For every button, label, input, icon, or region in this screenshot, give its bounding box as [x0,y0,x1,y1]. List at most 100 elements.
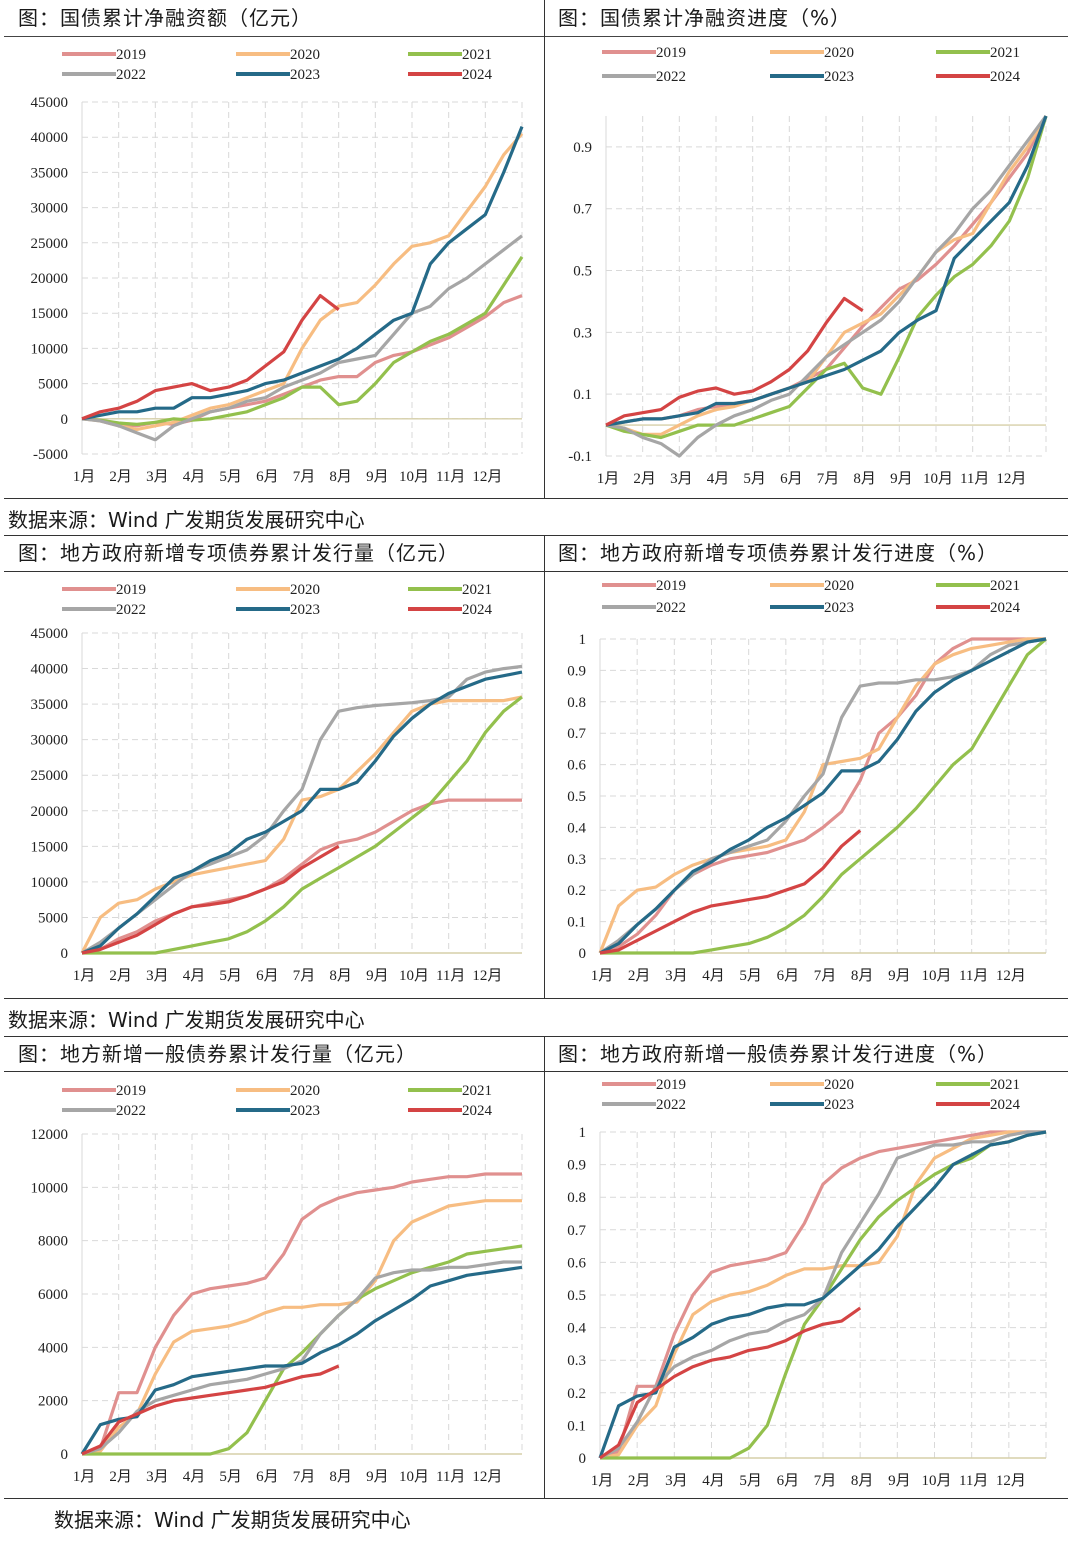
x-tick-label: 1月 [591,1473,614,1489]
y-tick-label: 30000 [31,201,69,217]
x-tick-label: 10月 [921,968,951,984]
legend-label-2020: 2020 [824,45,854,61]
x-tick-label: 9月 [888,968,911,984]
chart-svg: -5000 0 5000 10000 15000 20000 25000 30000 35000… [31,47,524,485]
x-tick-label: 9月 [366,968,389,984]
y-tick-label: 0.9 [573,140,592,156]
series-line-2020 [80,695,523,954]
x-tick-label: 10月 [923,471,953,487]
legend-label-2021: 2021 [990,578,1020,594]
y-tick-label: 0.7 [567,726,586,742]
chart-panel-4: 图：地方政府新增专项债券累计发行进度（%） 0 0.1 0.2 0.3 0.4 0.5 0.… [544,535,1068,998]
x-tick-label: 11月 [959,968,988,984]
legend-label-2021: 2021 [990,1077,1020,1093]
chart-svg: 0 5000 10000 15000 20000 25000 30000 35000 40000… [31,582,523,984]
legend-label-2020: 2020 [824,1077,854,1093]
x-tick-label: 4月 [702,968,725,984]
x-tick-label: 3月 [670,471,693,487]
chart-panel-5: 图：地方新增一般债券累计发行量（亿元） 0 2000 4000 6000 8000 100… [4,1036,544,1498]
series-line-2023 [599,637,1047,955]
x-tick-label: 4月 [183,968,206,984]
legend-label-2019: 2019 [656,1077,686,1093]
chart-panel-6: 图：地方政府新增一般债券累计发行进度（%） 0 0.1 0.2 0.3 0.4 0.5 0.… [544,1036,1068,1498]
y-tick-label: 0 [579,946,587,962]
series-line-2021 [605,115,1048,440]
series-line-2023 [605,115,1048,427]
legend-label-2022: 2022 [116,602,146,618]
legend-label-2019: 2019 [656,578,686,594]
x-tick-label: 3月 [146,469,169,485]
x-tick-label: 11月 [436,469,465,485]
legend-label-2024: 2024 [462,602,493,618]
y-tick-label: 0.7 [567,1223,586,1239]
y-tick-label: 0.2 [567,883,586,899]
y-tick-label: 2000 [38,1394,68,1410]
x-tick-label: 5月 [219,1469,242,1485]
legend-label-2019: 2019 [116,1083,146,1099]
x-tick-label: 9月 [366,469,389,485]
y-tick-label: 0.3 [567,852,586,868]
x-tick-label: 6月 [777,968,800,984]
x-tick-label: 5月 [739,968,762,984]
y-tick-label: 0.5 [573,264,592,280]
y-tick-label: 30000 [31,733,69,749]
x-tick-label: 8月 [329,469,352,485]
series-line-2021 [81,256,524,426]
legend-label-2021: 2021 [990,45,1020,61]
top-border [4,36,1068,37]
y-tick-label: 8000 [38,1234,68,1250]
chart-title: 图：国债累计净融资额（亿元） [18,6,312,30]
x-tick-label: 1月 [73,469,96,485]
x-tick-label: 10月 [399,469,429,485]
border-row2-top [4,535,1068,536]
x-tick-label: 8月 [853,471,876,487]
legend-label-2021: 2021 [462,47,492,63]
y-tick-label: 0.2 [567,1386,586,1402]
x-tick-label: 11月 [436,968,465,984]
y-tick-label: 0.9 [567,663,586,679]
x-tick-label: 6月 [777,1473,800,1489]
legend-label-2022: 2022 [116,1103,146,1119]
series-line-2021 [82,1244,523,1456]
x-tick-label: 4月 [183,469,206,485]
chart-title: 图：地方政府新增专项债券累计发行进度（%） [558,541,999,565]
x-tick-label: 8月 [851,1473,874,1489]
y-tick-label: 20000 [31,271,69,287]
x-tick-label: 8月 [329,968,352,984]
x-tick-label: 11月 [960,471,989,487]
x-tick-label: 1月 [591,968,614,984]
legend-label-2022: 2022 [116,67,146,83]
series-line-2022 [81,234,523,442]
series-line-2023 [598,1130,1047,1459]
y-tick-label: 10000 [31,1180,69,1196]
x-tick-label: 3月 [146,1469,169,1485]
border-row2-bottom [4,998,1068,999]
x-tick-label: 5月 [219,469,242,485]
series-line-2022 [81,664,523,955]
y-tick-label: 1 [579,1125,587,1141]
legend-label-2020: 2020 [290,582,320,598]
series-line-2019 [81,1172,522,1456]
x-tick-label: 11月 [436,1469,465,1485]
legend-label-2019: 2019 [116,582,146,598]
chart-svg: -0.1 0.1 0.3 0.5 0.7 0.9 1月 2月 3月 4月 5月 6月 7月 8月 9月 10月… [568,45,1048,487]
series-line-2023 [80,1265,523,1455]
legend-label-2023: 2023 [824,1097,854,1113]
source-note: 数据来源：Wind 广发期货发展研究中心 [8,508,365,532]
legend-label-2021: 2021 [462,1083,492,1099]
legend-label-2022: 2022 [656,1097,686,1113]
border-row1-bottom [4,498,1068,499]
x-tick-label: 6月 [256,1469,279,1485]
y-tick-label: 1 [579,632,587,648]
y-tick-label: 15000 [31,306,69,322]
source-note: 数据来源：Wind 广发期货发展研究中心 [54,1508,411,1532]
legend-label-2020: 2020 [290,47,320,63]
legend-label-2024: 2024 [462,1103,493,1119]
y-tick-label: 0.5 [567,1288,586,1304]
series-line-2024 [81,1364,340,1456]
y-tick-label: -5000 [33,447,68,463]
y-tick-label: 0.8 [567,695,586,711]
chart-panel-3: 图：地方政府新增专项债券累计发行量（亿元） 0 5000 10000 15000 200… [4,535,544,998]
x-tick-label: 5月 [219,968,242,984]
x-tick-label: 2月 [109,968,132,984]
